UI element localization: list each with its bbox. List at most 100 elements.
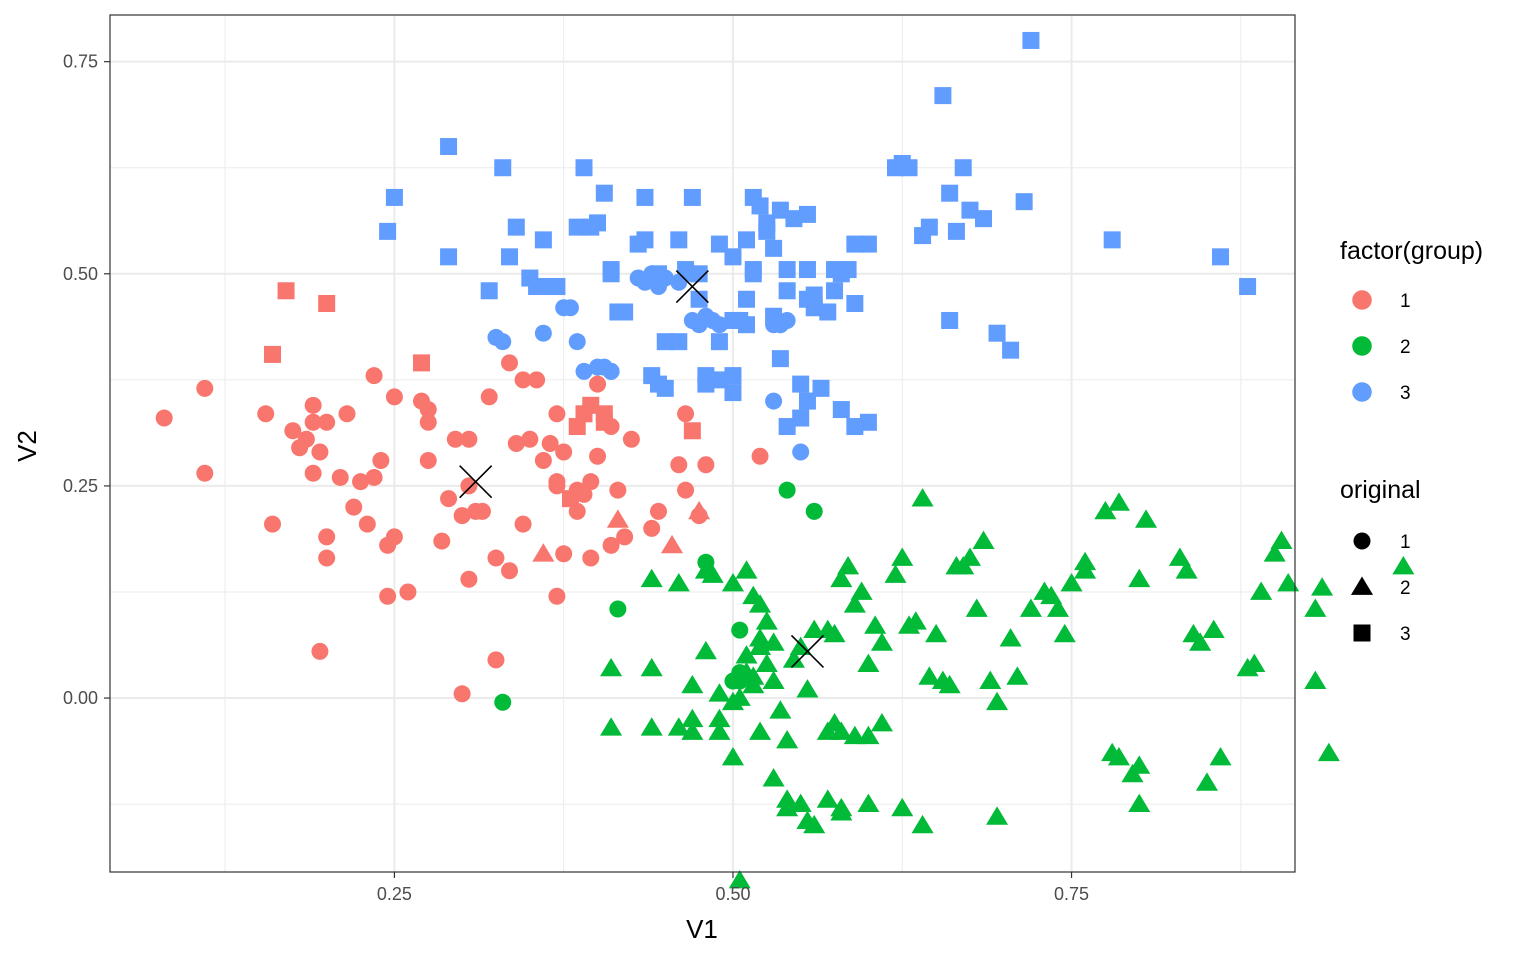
data-point-group-3	[656, 379, 674, 397]
data-point-group-2	[823, 623, 846, 643]
centroid-marker	[459, 465, 493, 499]
data-point-group-2	[891, 797, 914, 817]
data-point-group-2	[749, 721, 772, 740]
data-point-group-3	[805, 286, 823, 304]
data-point-group-2	[694, 640, 717, 660]
data-point-group-1	[365, 367, 383, 385]
data-point-group-1	[440, 490, 458, 508]
centroid-stroke	[790, 634, 825, 668]
data-point-group-3	[568, 218, 586, 236]
data-point-group-3	[798, 205, 816, 223]
y-axis: 0.00 0.25 0.50 0.75	[63, 52, 110, 708]
data-point-group-1	[284, 422, 302, 440]
legend-color-title: factor(group)	[1340, 237, 1483, 265]
data-point-group-2	[830, 802, 853, 821]
x-tick-label: 0.50	[715, 884, 750, 904]
data-point-group-2	[1046, 598, 1070, 617]
data-point-group-1	[257, 405, 275, 423]
data-point-group-1	[575, 405, 593, 423]
data-point-group-2	[1006, 666, 1029, 685]
data-point-group-3	[778, 261, 796, 279]
data-point-group-2	[721, 573, 744, 592]
data-point-group-3	[771, 201, 789, 219]
data-point-group-3	[528, 278, 546, 296]
data-point-group-3	[677, 261, 695, 279]
data-point-group-3	[1103, 231, 1121, 249]
data-point-group-3	[771, 350, 789, 368]
data-point-group-1	[419, 451, 437, 469]
data-point-group-2	[735, 645, 758, 664]
data-point-group-1	[616, 528, 634, 546]
data-point-group-1	[661, 534, 684, 554]
legend-color-items: 1 2 3	[1352, 290, 1411, 404]
data-point-group-1	[385, 388, 403, 406]
data-point-group-3	[900, 159, 918, 177]
data-point-group-3	[765, 239, 783, 257]
data-point-group-1	[345, 498, 363, 516]
data-point-group-3	[846, 235, 864, 253]
data-point-group-2	[1074, 560, 1097, 579]
data-point-group-1	[582, 473, 600, 491]
data-point-group-3	[765, 392, 783, 410]
data-point-group-1	[609, 481, 627, 499]
data-point-group-1	[582, 549, 600, 567]
data-point-group-1	[521, 430, 539, 448]
centroid-stroke	[459, 465, 493, 499]
data-point-group-2	[600, 657, 623, 677]
data-point-group-1	[697, 456, 715, 474]
data-point-group-1	[501, 354, 519, 372]
data-point-group-3	[385, 188, 403, 206]
data-point-group-3	[697, 375, 715, 393]
data-point-group-2	[870, 632, 893, 651]
data-point-group-1	[304, 396, 322, 414]
data-point-group-2	[1311, 577, 1334, 596]
data-point-group-2	[769, 700, 792, 719]
y-tick-label: 0.75	[63, 52, 98, 72]
data-point-group-2	[938, 674, 961, 694]
data-point-group-3	[534, 231, 552, 249]
data-point-group-3	[589, 214, 607, 232]
data-point-group-1	[606, 509, 629, 528]
data-point-group-3	[595, 184, 613, 202]
data-point-group-1	[297, 430, 315, 448]
data-point-group-2	[1107, 746, 1130, 766]
data-point-group-2	[803, 814, 826, 834]
data-point-group-1	[453, 685, 471, 703]
data-point-group-2	[681, 708, 704, 728]
data-point-group-2	[735, 560, 758, 579]
data-point-group-2	[494, 693, 512, 711]
centroid-markers	[459, 269, 825, 668]
data-point-group-3	[548, 278, 566, 296]
data-point-group-3	[792, 375, 810, 393]
data-point-group-3	[859, 413, 877, 431]
data-point-group-3	[1212, 248, 1230, 266]
data-point-group-1	[514, 371, 532, 389]
data-point-group-1	[561, 490, 579, 508]
data-point-group-1	[541, 435, 559, 452]
data-point-group-1	[318, 294, 336, 312]
data-point-group-1	[528, 371, 546, 389]
panel-border	[109, 14, 1296, 873]
data-point-group-2	[805, 502, 823, 520]
data-point-group-1	[433, 532, 451, 550]
data-point-group-2	[1019, 598, 1042, 617]
data-point-group-2	[600, 717, 623, 736]
data-point-group-2	[789, 793, 812, 812]
data-point-group-3	[819, 303, 837, 321]
y-tick-label: 0.50	[63, 264, 98, 284]
data-point-group-2	[755, 611, 778, 630]
data-point-group-2	[986, 691, 1009, 711]
data-point-group-2	[1250, 581, 1273, 600]
data-point-group-1	[399, 583, 417, 601]
data-point-group-1	[595, 405, 613, 423]
data-point-group-3	[846, 294, 864, 312]
x-tick-label: 0.75	[1054, 884, 1089, 904]
data-point-group-2	[681, 674, 704, 694]
data-point-group-1	[460, 430, 478, 448]
data-point-group-2	[708, 683, 731, 702]
data-point-group-2	[843, 594, 866, 613]
centroid-marker	[790, 634, 825, 668]
data-point-group-2	[762, 632, 785, 651]
legend-color-key-2	[1352, 336, 1372, 356]
